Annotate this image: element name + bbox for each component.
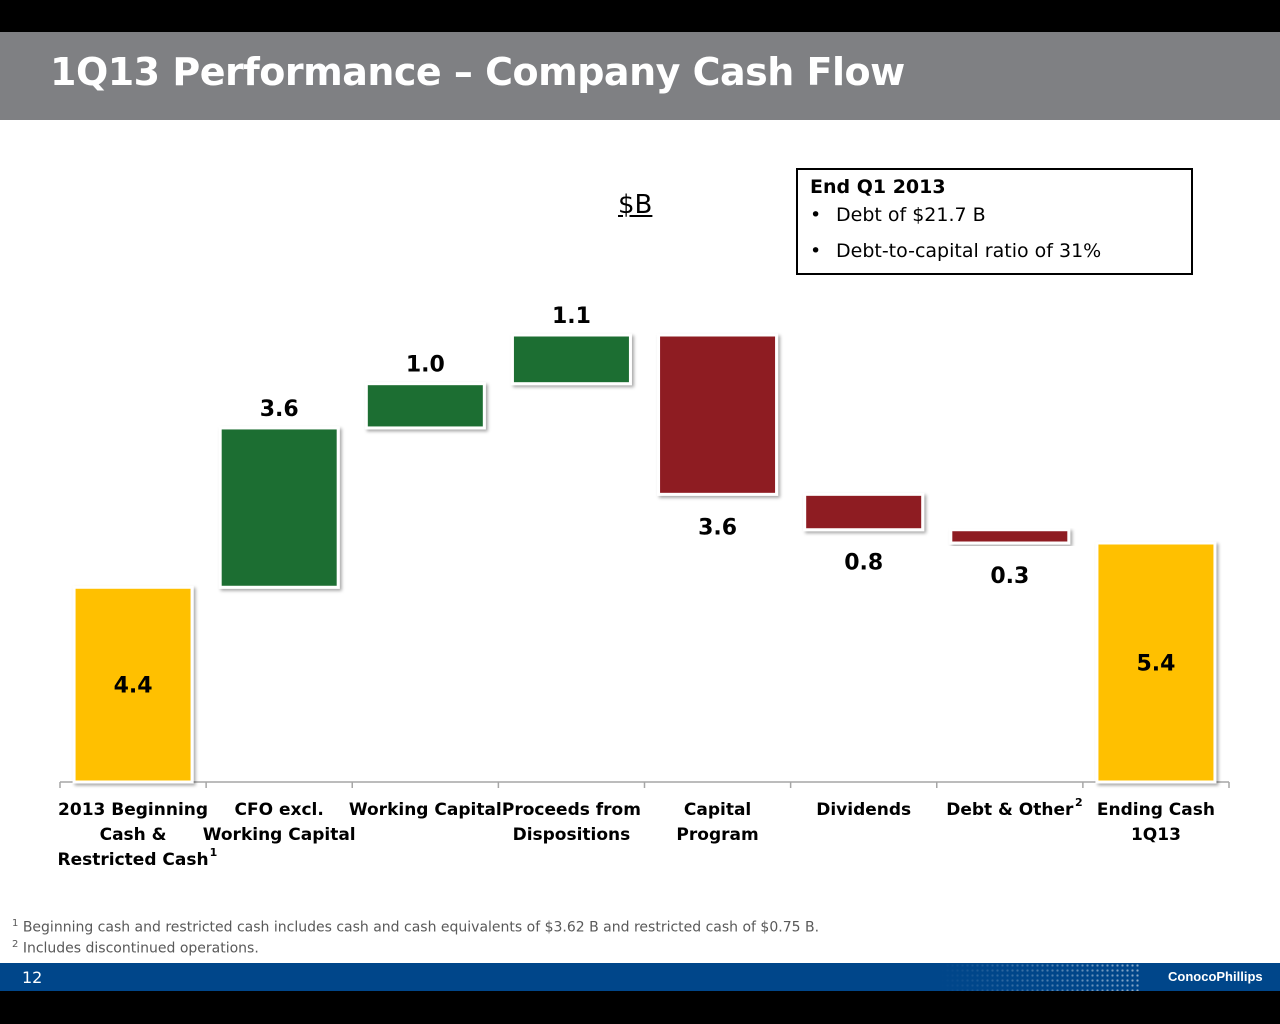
bullet-icon: • bbox=[810, 240, 822, 262]
note-item: • Debt of $21.7 B bbox=[810, 204, 986, 226]
category-label: Proceeds from bbox=[502, 800, 641, 820]
category-label: Working Capital bbox=[203, 825, 356, 845]
category-label: Dividends bbox=[816, 800, 911, 820]
debt-note-box: End Q1 2013 • Debt of $21.7 B • Debt-to-ca… bbox=[796, 168, 1193, 275]
page-number: 12 bbox=[22, 968, 43, 987]
note-item-text: Debt-to-capital ratio of 31% bbox=[836, 240, 1102, 262]
category-label: Program bbox=[676, 825, 758, 845]
title-bar bbox=[0, 32, 1280, 120]
footnote-2: 2 Includes discontinued operations. bbox=[12, 939, 259, 957]
category-label: Restricted Cash bbox=[58, 850, 209, 870]
page-title: 1Q13 Performance – Company Cash Flow bbox=[50, 50, 905, 94]
footnote-1: 1 Beginning cash and restricted cash inc… bbox=[12, 918, 819, 936]
note-item: • Debt-to-capital ratio of 31% bbox=[810, 240, 1101, 262]
bar-value-label: 3.6 bbox=[698, 515, 737, 540]
footnote-mark: 1 bbox=[12, 918, 19, 929]
category-label: Ending Cash bbox=[1097, 800, 1215, 820]
bar-value-label: 5.4 bbox=[1136, 652, 1175, 677]
waterfall-bar bbox=[657, 333, 779, 496]
footnote-mark: 2 bbox=[12, 939, 19, 950]
bar-value-label: 1.1 bbox=[552, 304, 591, 329]
top-black-bar bbox=[0, 0, 1280, 32]
unit-label: $B bbox=[618, 190, 653, 220]
bar-value-label: 0.3 bbox=[990, 564, 1029, 589]
bar-value-label: 4.4 bbox=[114, 674, 153, 699]
waterfall-chart: 4.4 2013 Beginning Cash & Restricted Cash 1 3… bbox=[58, 304, 1230, 870]
waterfall-bar bbox=[218, 426, 340, 589]
category-label: Dispositions bbox=[513, 825, 631, 845]
category-label: CFO excl. bbox=[235, 800, 324, 820]
category-label: 2013 Beginning bbox=[58, 800, 208, 820]
footer-bar: 12 ConocoPhillips bbox=[0, 963, 1280, 991]
category-label: Cash & bbox=[100, 825, 167, 845]
category-label: Debt & Other bbox=[946, 800, 1074, 820]
waterfall-bar bbox=[803, 492, 925, 532]
waterfall-bar bbox=[510, 333, 632, 386]
bottom-black-bar bbox=[0, 991, 1280, 1024]
category-label: Capital bbox=[684, 800, 751, 820]
waterfall-bar bbox=[1095, 541, 1217, 784]
category-superscript: 1 bbox=[210, 846, 218, 859]
bar-value-label: 1.0 bbox=[406, 353, 445, 378]
company-logo: ConocoPhillips bbox=[1168, 969, 1263, 984]
note-title: End Q1 2013 bbox=[810, 176, 946, 198]
bar-value-label: 3.6 bbox=[260, 397, 299, 422]
category-superscript: 2 bbox=[1075, 796, 1083, 809]
waterfall-bar bbox=[949, 528, 1071, 545]
footnote-text: Includes discontinued operations. bbox=[22, 940, 259, 957]
category-label: 1Q13 bbox=[1131, 825, 1181, 845]
waterfall-bar bbox=[364, 382, 486, 430]
bar-value-label: 0.8 bbox=[844, 551, 883, 576]
waterfall-bar bbox=[72, 585, 194, 784]
bullet-icon: • bbox=[810, 204, 822, 226]
footnote-text: Beginning cash and restricted cash inclu… bbox=[22, 919, 820, 936]
category-label: Working Capital bbox=[349, 800, 502, 820]
note-item-text: Debt of $21.7 B bbox=[836, 204, 986, 226]
footer-dot-pattern bbox=[940, 963, 1140, 991]
